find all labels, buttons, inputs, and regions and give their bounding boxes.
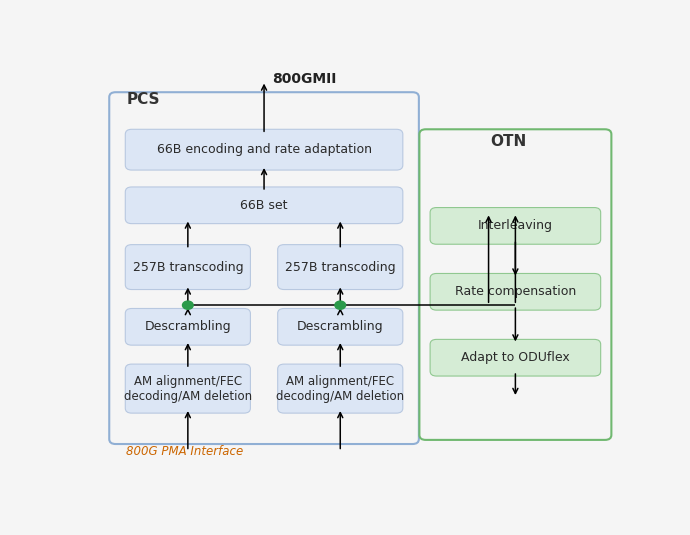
Text: PCS: PCS [126,93,160,108]
Text: Descrambling: Descrambling [144,320,231,333]
FancyBboxPatch shape [126,129,403,170]
Circle shape [182,301,193,309]
Text: Interleaving: Interleaving [478,219,553,232]
Text: OTN: OTN [490,134,526,149]
FancyBboxPatch shape [126,244,250,289]
Text: 800G PMA Interface: 800G PMA Interface [126,445,244,457]
FancyBboxPatch shape [126,187,403,224]
FancyBboxPatch shape [277,244,403,289]
FancyBboxPatch shape [126,364,250,413]
FancyBboxPatch shape [277,309,403,345]
FancyBboxPatch shape [126,309,250,345]
FancyBboxPatch shape [430,339,601,376]
Text: Adapt to ODUflex: Adapt to ODUflex [461,351,570,364]
Circle shape [335,301,346,309]
Text: AM alignment/FEC
decoding/AM deletion: AM alignment/FEC decoding/AM deletion [276,374,404,403]
Text: 257B transcoding: 257B transcoding [132,261,243,273]
Text: Rate compensation: Rate compensation [455,285,576,299]
Text: AM alignment/FEC
decoding/AM deletion: AM alignment/FEC decoding/AM deletion [124,374,252,403]
Text: Descrambling: Descrambling [297,320,384,333]
FancyBboxPatch shape [430,208,601,244]
FancyBboxPatch shape [277,364,403,413]
Text: 66B encoding and rate adaptation: 66B encoding and rate adaptation [157,143,371,156]
Text: 800GMII: 800GMII [272,72,337,87]
FancyBboxPatch shape [430,273,601,310]
Text: 257B transcoding: 257B transcoding [285,261,395,273]
Text: 66B set: 66B set [240,199,288,212]
